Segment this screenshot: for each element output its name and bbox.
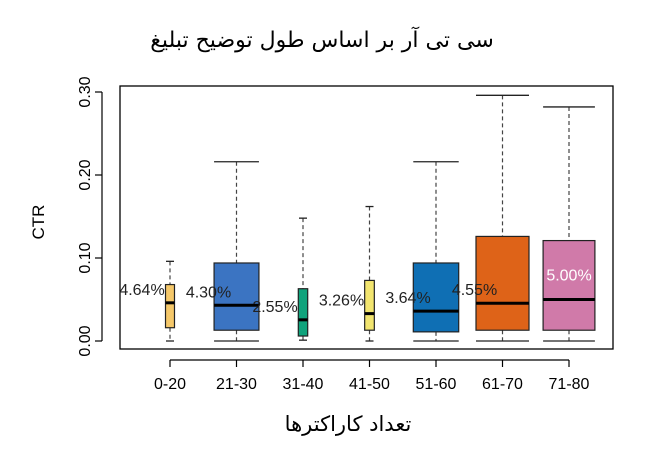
box-percentage-label: 3.26% [319, 293, 364, 310]
box-percentage-label: 4.55% [452, 282, 497, 299]
x-axis: 0-20 21-30 31-40 41-50 51-60 61-70 71-80 [154, 359, 590, 393]
box-61-70: 4.55% [452, 94, 530, 342]
x-tick-label: 21-30 [216, 376, 257, 393]
iqr-box [213, 262, 260, 331]
y-tick-label: 0.10 [77, 242, 94, 273]
y-tick-label: 0.20 [77, 159, 94, 190]
box-41-50: 3.26% [319, 205, 375, 342]
iqr-box [297, 288, 309, 337]
x-tick-label: 41-50 [349, 376, 390, 393]
box-percentage-label: 2.55% [252, 299, 297, 316]
y-tick-label: 0.30 [77, 76, 94, 107]
x-tick-label: 0-20 [154, 376, 186, 393]
y-tick-label: 0.00 [77, 325, 94, 356]
iqr-box [164, 283, 176, 329]
y-axis-label: CTR [29, 205, 48, 240]
box-31-40: 2.55% [252, 217, 309, 341]
box-51-60: 3.64% [385, 161, 460, 342]
box-0-20: 4.64% [119, 260, 176, 342]
boxes-group: 4.64% 4.30% 2.55% 3.26% 3.64% 4.55% 5.00% [119, 94, 596, 342]
box-71-80: 5.00% [542, 106, 596, 342]
y-axis: 0.00 0.10 0.20 0.30 [77, 76, 103, 357]
x-tick-label: 31-40 [283, 376, 324, 393]
box-percentage-label: 4.64% [119, 282, 164, 299]
x-tick-label: 71-80 [549, 376, 590, 393]
box-percentage-label: 5.00% [546, 268, 591, 285]
chart-title: سی تی آر بر اساس طول توضیح تبلیغ [150, 26, 494, 53]
x-tick-label: 61-70 [482, 376, 523, 393]
box-percentage-label: 4.30% [186, 284, 231, 301]
iqr-box [475, 235, 530, 331]
x-axis-label: تعداد کاراکترها [285, 412, 412, 436]
x-tick-label: 51-60 [416, 376, 457, 393]
plot-frame [119, 85, 614, 350]
box-21-30: 4.30% [186, 161, 260, 342]
iqr-box [542, 239, 596, 331]
iqr-box [364, 279, 375, 331]
box-percentage-label: 3.64% [385, 290, 430, 307]
iqr-box [412, 262, 460, 333]
